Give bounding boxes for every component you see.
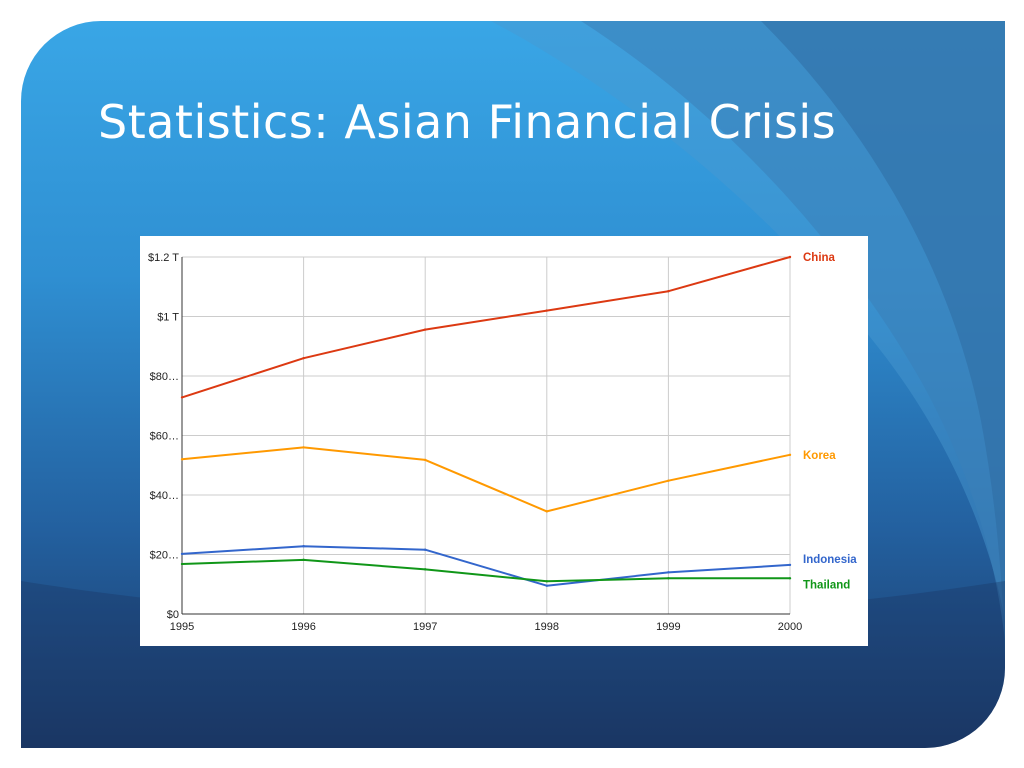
chart-axes: $0 $20… $40… $60… $80… $1 T $1.2 T 1995 1996 1997… bbox=[148, 252, 802, 633]
series-line-china bbox=[181, 256, 791, 399]
data-point-korea bbox=[302, 446, 305, 449]
x-tick-label: 2000 bbox=[778, 621, 802, 633]
data-point-china bbox=[788, 255, 792, 259]
chart-series bbox=[180, 255, 792, 587]
data-point-korea bbox=[667, 479, 670, 482]
y-tick-label: $80… bbox=[150, 371, 179, 383]
data-point-thailand bbox=[545, 580, 548, 583]
y-tick-label: $0 bbox=[167, 609, 179, 621]
legend-label-korea: Korea bbox=[803, 450, 836, 462]
y-tick-label: $60… bbox=[150, 431, 179, 443]
data-point-china bbox=[424, 328, 427, 331]
x-tick-label: 1998 bbox=[535, 621, 559, 633]
data-point-china bbox=[302, 356, 305, 360]
series-line-korea bbox=[181, 446, 791, 513]
legend-label-china: China bbox=[803, 252, 836, 264]
series-line-indonesia bbox=[181, 545, 791, 587]
data-point-indonesia bbox=[788, 563, 792, 567]
data-point-china bbox=[180, 396, 184, 399]
slide-title: Statistics: Asian Financial Crisis bbox=[98, 95, 837, 149]
data-point-indonesia bbox=[424, 548, 427, 551]
y-tick-label: $40… bbox=[150, 490, 179, 502]
data-point-thailand bbox=[667, 577, 670, 580]
data-point-thailand bbox=[424, 568, 427, 571]
chart-labels: China Korea Indonesia Thailand bbox=[803, 252, 857, 591]
y-tick-label: $1 T bbox=[157, 312, 179, 324]
data-point-korea bbox=[424, 458, 427, 462]
data-point-china bbox=[545, 309, 548, 312]
data-point-indonesia bbox=[545, 584, 548, 587]
data-point-thailand bbox=[302, 558, 305, 562]
y-tick-label: $1.2 T bbox=[148, 252, 179, 264]
chart-canvas: $0 $20… $40… $60… $80… $1 T $1.2 T 1995 1996 1997… bbox=[148, 252, 857, 633]
series-line-thailand bbox=[181, 558, 790, 583]
x-tick-label: 1995 bbox=[170, 621, 194, 633]
data-point-thailand bbox=[180, 562, 184, 566]
x-tick-label: 1996 bbox=[291, 621, 315, 633]
x-tick-label: 1997 bbox=[413, 621, 437, 633]
data-point-china bbox=[667, 290, 670, 293]
legend-label-indonesia: Indonesia bbox=[803, 554, 857, 566]
data-point-indonesia bbox=[667, 571, 670, 574]
data-point-korea bbox=[788, 453, 792, 457]
data-point-thailand bbox=[788, 577, 792, 580]
data-point-indonesia bbox=[180, 552, 184, 556]
data-point-korea bbox=[545, 510, 548, 513]
line-chart: $0 $20… $40… $60… $80… $1 T $1.2 T 1995 1996 1997… bbox=[140, 236, 868, 646]
legend-label-thailand: Thailand bbox=[803, 579, 850, 591]
data-point-korea bbox=[180, 458, 184, 461]
data-point-indonesia bbox=[302, 544, 305, 548]
x-tick-label: 1999 bbox=[656, 621, 680, 633]
y-tick-label: $20… bbox=[150, 550, 179, 562]
